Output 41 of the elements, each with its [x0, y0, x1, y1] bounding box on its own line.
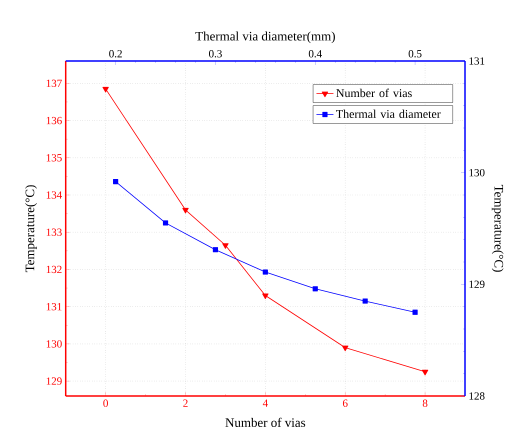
x-tick-label: 0.5 — [408, 50, 422, 58]
y-axis-title: Temperature(°C) — [492, 184, 504, 272]
point — [362, 298, 368, 304]
point — [102, 86, 109, 93]
y-tick-label: 130 — [469, 168, 485, 176]
point — [262, 294, 269, 300]
x-tick-label: 0 — [103, 400, 108, 407]
y-tick-label: 131 — [46, 302, 62, 310]
y-tick-label: 132 — [46, 266, 62, 274]
y-tick-label: 135 — [46, 154, 62, 162]
point — [182, 208, 189, 214]
y-tick-label: 129 — [46, 377, 62, 385]
x-tick-label: 0.2 — [109, 50, 122, 58]
x-tick-label: 6 — [342, 400, 348, 407]
point — [422, 370, 428, 376]
legend-label: Thermal via diameter — [336, 110, 441, 118]
y-tick-label: 131 — [469, 57, 484, 65]
y-tick-label: 134 — [46, 191, 62, 199]
x-tick-label: 0.4 — [308, 50, 322, 58]
x-axis-title: Number of vias — [225, 418, 306, 427]
y-tick-label: 133 — [46, 228, 62, 236]
point — [222, 243, 229, 249]
point — [342, 346, 348, 352]
point — [113, 179, 118, 184]
legend-label: Number of vias — [336, 88, 412, 98]
y-tick-label: 137 — [46, 80, 62, 88]
x-tick-label: 8 — [422, 400, 428, 407]
point — [212, 247, 218, 252]
y-axis-title: Temperature(°C) — [25, 185, 37, 272]
point — [162, 220, 168, 226]
point — [312, 286, 318, 292]
x-tick-label: 0.3 — [209, 50, 222, 58]
y-tick-label: 130 — [46, 340, 62, 348]
x-tick-label: 2 — [183, 400, 188, 407]
point — [262, 269, 268, 275]
x-axis-title: Thermal via diameter(mm) — [195, 31, 335, 44]
y-tick-label: 136 — [46, 116, 62, 124]
point — [412, 310, 418, 315]
x-tick-label: 4 — [262, 400, 268, 407]
y-tick-label: 128 — [469, 392, 485, 400]
y-tick-label: 129 — [469, 280, 485, 288]
